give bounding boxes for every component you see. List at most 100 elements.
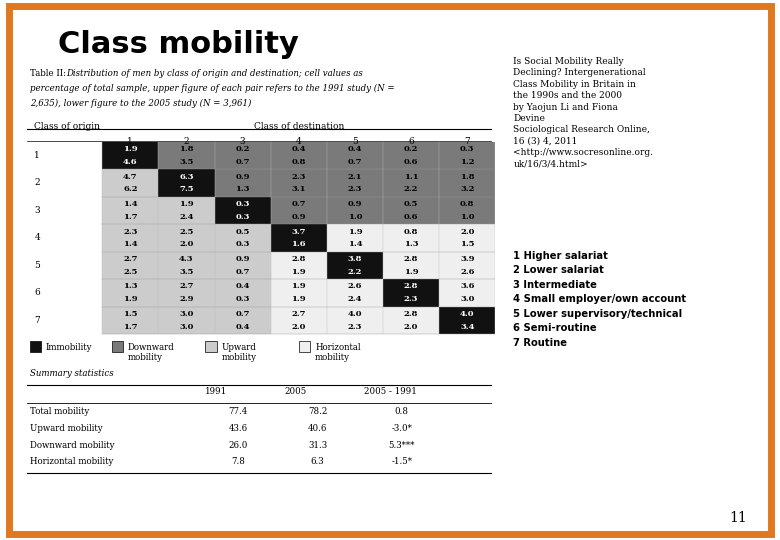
Text: 0.6: 0.6 [404, 158, 418, 166]
Text: 2.3: 2.3 [123, 227, 137, 235]
Bar [158, 279, 214, 307]
Text: 2.0: 2.0 [292, 322, 306, 330]
Text: 6.2: 6.2 [123, 185, 137, 193]
Text: 1.9: 1.9 [292, 282, 306, 291]
Text: 2.8: 2.8 [404, 310, 418, 318]
Text: 2: 2 [183, 137, 190, 146]
Text: 2: 2 [34, 179, 40, 187]
Bar [439, 279, 495, 307]
Bar [383, 142, 439, 169]
Bar [439, 197, 495, 224]
Text: 2,635), lower figure to the 2005 study (N = 3,961): 2,635), lower figure to the 2005 study (… [30, 98, 251, 107]
Bar [158, 169, 214, 197]
Text: Distribution of men by class of origin and destination; cell values as: Distribution of men by class of origin a… [66, 69, 363, 78]
Text: 0.9: 0.9 [236, 255, 250, 263]
Text: 1.8: 1.8 [179, 145, 193, 153]
Text: Horizontal mobility: Horizontal mobility [30, 457, 113, 467]
Bar [383, 169, 439, 197]
Bar [439, 224, 495, 252]
Text: 2.9: 2.9 [179, 295, 193, 303]
Text: 3.0: 3.0 [179, 322, 193, 330]
Text: 1.3: 1.3 [404, 240, 418, 248]
Text: 0.2: 0.2 [236, 145, 250, 153]
Text: 1.8: 1.8 [460, 173, 474, 181]
Bar [102, 142, 158, 169]
Bar [327, 252, 383, 279]
Text: 2.2: 2.2 [348, 268, 362, 275]
Text: Downward: Downward [128, 343, 175, 352]
Bar [383, 252, 439, 279]
Text: 3: 3 [239, 137, 246, 146]
Text: 1.4: 1.4 [123, 200, 137, 208]
Text: 0.7: 0.7 [348, 158, 362, 166]
Bar [299, 341, 310, 352]
Text: percentage of total sample, upper figure of each pair refers to the 1991 study (: percentage of total sample, upper figure… [30, 84, 394, 93]
Bar [102, 224, 158, 252]
Text: 1.9: 1.9 [348, 227, 362, 235]
Bar [158, 142, 214, 169]
Text: 7.8: 7.8 [231, 457, 245, 467]
Text: 7: 7 [34, 316, 40, 325]
Text: 31.3: 31.3 [308, 441, 327, 450]
Text: 0.4: 0.4 [348, 145, 362, 153]
Text: 1.3: 1.3 [123, 282, 137, 291]
Bar [383, 307, 439, 334]
Text: 0.4: 0.4 [292, 145, 306, 153]
Text: 5: 5 [352, 137, 358, 146]
Text: 1 Higher salariat
2 Lower salariat
3 Intermediate
4 Small employer/own account
5: 1 Higher salariat 2 Lower salariat 3 Int… [513, 251, 686, 348]
Text: 2.5: 2.5 [123, 268, 137, 275]
Bar [102, 307, 158, 334]
Bar [102, 169, 158, 197]
Text: 0.3: 0.3 [236, 295, 250, 303]
Text: 3.7: 3.7 [292, 227, 306, 235]
Text: 5: 5 [34, 261, 41, 270]
Text: 1.7: 1.7 [123, 322, 137, 330]
Bar [271, 142, 327, 169]
Text: 3.0: 3.0 [460, 295, 474, 303]
Bar [327, 224, 383, 252]
Text: 2.8: 2.8 [404, 255, 418, 263]
Text: 2.7: 2.7 [292, 310, 306, 318]
Text: 0.6: 0.6 [404, 213, 418, 221]
Text: Upward: Upward [222, 343, 257, 352]
Bar [327, 279, 383, 307]
Text: 2.7: 2.7 [123, 255, 137, 263]
Bar [215, 169, 271, 197]
Text: 6.3: 6.3 [179, 173, 193, 181]
Text: 0.5: 0.5 [236, 227, 250, 235]
Text: mobility: mobility [315, 353, 350, 362]
Text: 78.2: 78.2 [308, 407, 327, 416]
Text: 43.6: 43.6 [229, 424, 247, 433]
Text: 2.4: 2.4 [179, 213, 193, 221]
Text: Class mobility: Class mobility [58, 30, 300, 59]
Text: 4.6: 4.6 [123, 158, 137, 166]
Text: 77.4: 77.4 [229, 407, 247, 416]
Text: 1.9: 1.9 [404, 268, 418, 275]
Text: 1.9: 1.9 [292, 268, 306, 275]
Text: 1.4: 1.4 [348, 240, 362, 248]
Text: 4.7: 4.7 [123, 173, 137, 181]
Text: -1.5*: -1.5* [392, 457, 412, 467]
Bar [215, 279, 271, 307]
Text: 0.3: 0.3 [236, 200, 250, 208]
Text: 3.5: 3.5 [179, 158, 193, 166]
Text: 1.0: 1.0 [348, 213, 362, 221]
Text: Upward mobility: Upward mobility [30, 424, 102, 433]
Text: 2.3: 2.3 [348, 322, 362, 330]
Text: 2.1: 2.1 [348, 173, 362, 181]
Text: 2.0: 2.0 [404, 322, 418, 330]
Text: 1.0: 1.0 [460, 213, 474, 221]
Text: 0.9: 0.9 [348, 200, 362, 208]
Bar [327, 197, 383, 224]
Text: 1: 1 [127, 137, 133, 146]
Text: 0.7: 0.7 [236, 158, 250, 166]
Text: 7.5: 7.5 [179, 185, 193, 193]
Bar [383, 197, 439, 224]
Text: 1.6: 1.6 [292, 240, 306, 248]
Text: Total mobility: Total mobility [30, 407, 89, 416]
Text: 2.3: 2.3 [292, 173, 306, 181]
Bar [271, 279, 327, 307]
Text: 6: 6 [34, 288, 40, 298]
Text: 0.4: 0.4 [236, 322, 250, 330]
Bar [439, 307, 495, 334]
